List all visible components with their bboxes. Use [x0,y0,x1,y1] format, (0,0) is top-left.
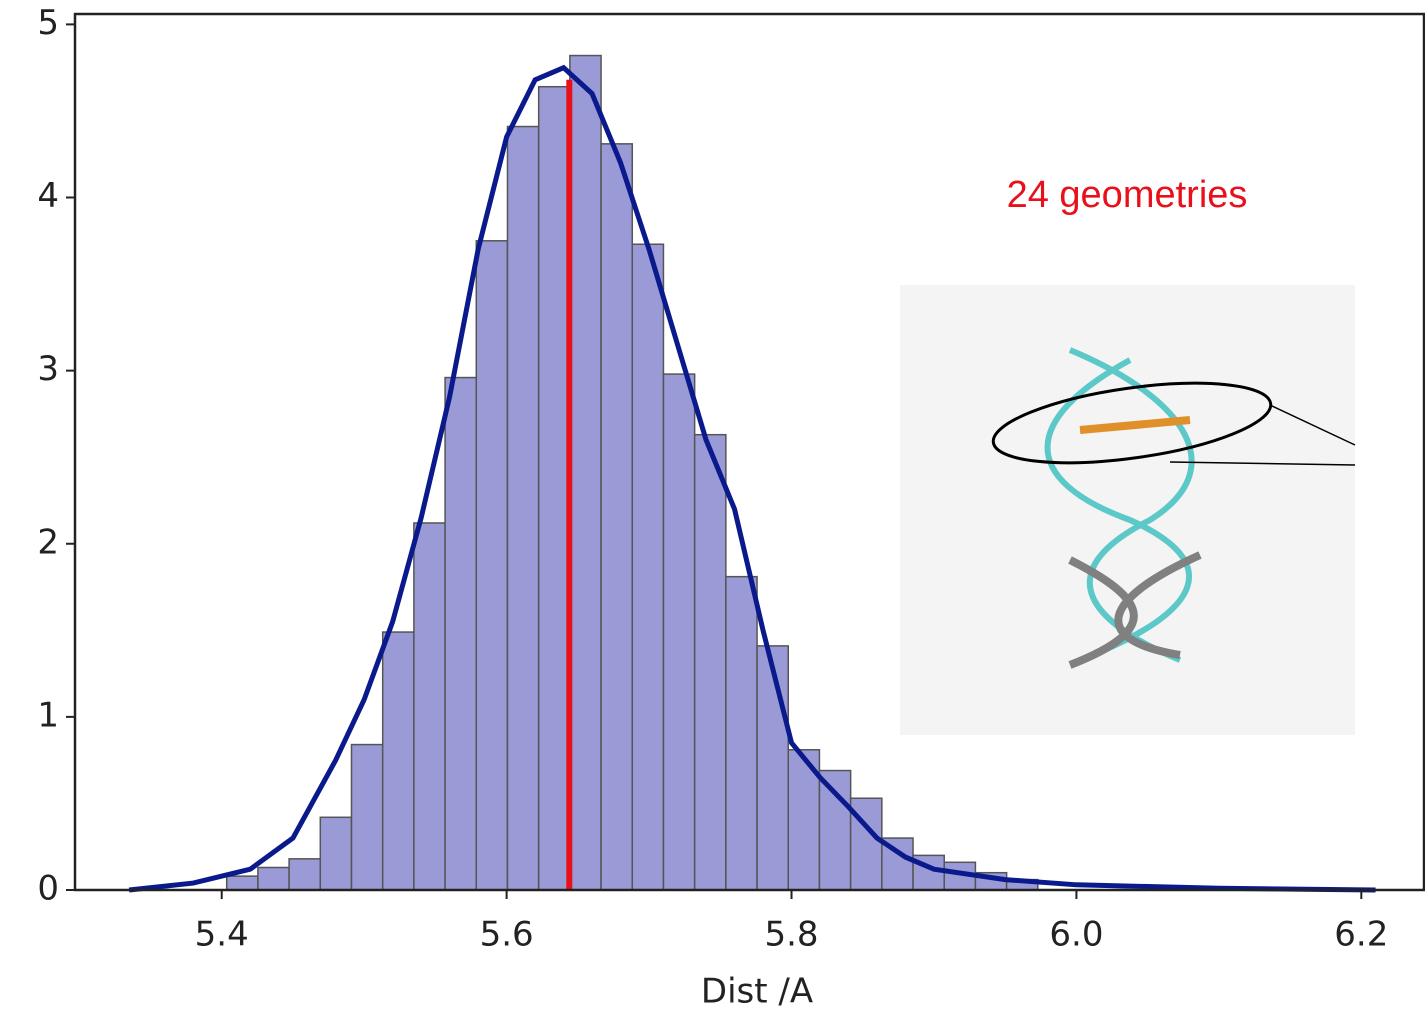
x-tick-label: 6.0 [1049,915,1103,955]
bar [631,243,665,891]
bar [569,54,602,891]
bar [693,433,727,891]
x-tick-label: 5.4 [195,915,249,955]
ligand [1079,416,1191,434]
y-tick-label: 3 [37,349,59,389]
x-tick-label: 5.8 [764,915,818,955]
y-tick-label: 5 [37,3,59,43]
inset-background [900,285,1355,735]
bar [381,631,415,891]
bar [756,645,789,891]
y-tick-label: 1 [37,695,59,735]
annotation: 24 geometries [1007,174,1248,216]
bar [475,240,509,891]
bar [288,858,322,891]
helix-lower [1068,551,1202,669]
bar [725,575,758,891]
kde-line [128,64,1376,893]
bar [413,522,446,891]
axes-frame [73,12,1425,892]
bar [818,769,852,891]
bar [537,85,571,891]
bar [444,376,478,891]
pointer-lines [1169,404,1356,466]
helix [1044,347,1195,663]
bar [225,875,259,891]
x-axis-label: Dist /A [701,972,813,1012]
x-tick-label: 5.6 [480,915,534,955]
y-tick-label: 2 [37,522,59,562]
bar [350,743,384,891]
y-tick-label: 0 [37,869,59,909]
bar [506,125,540,891]
x-tick-label: 6.2 [1334,915,1388,955]
inset-image [900,285,1356,735]
bar [257,866,290,891]
bar [600,143,634,891]
highlight-ellipse [991,381,1273,465]
y-tick-label: 4 [37,176,59,216]
bar [319,816,353,891]
bar [662,373,696,891]
